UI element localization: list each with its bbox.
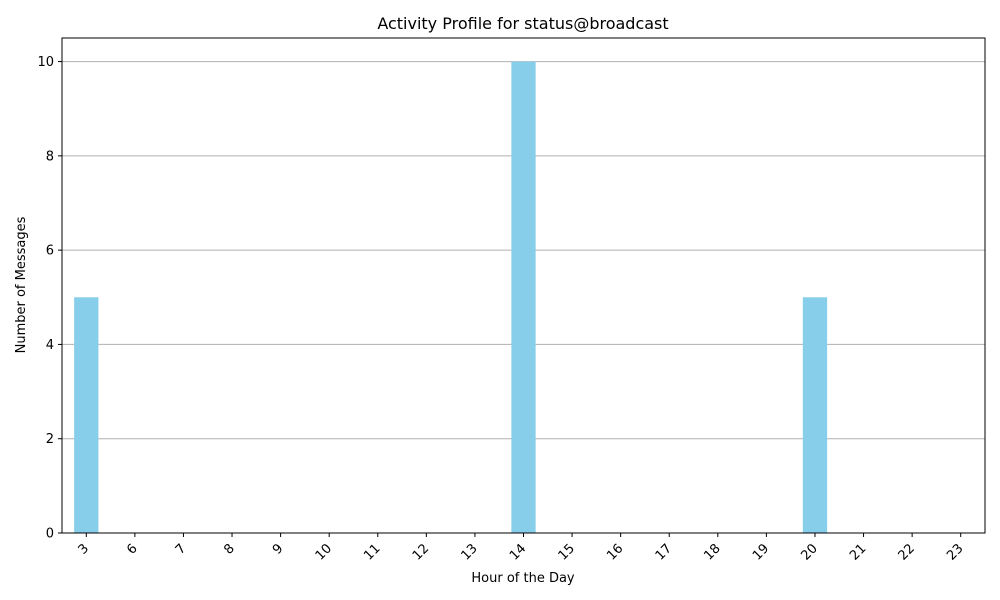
x-axis-ticks: 3 6 7 8 9 10 11 12 13 14 15 16 17 18 19 20 21 22 23 [76, 533, 967, 564]
x-tick-label: 20 [798, 541, 820, 563]
x-tick-label: 6 [124, 541, 140, 557]
x-tick-label: 9 [270, 541, 286, 557]
x-tick-label: 17 [653, 541, 675, 563]
y-tick-label: 2 [46, 432, 54, 447]
x-tick-label: 10 [313, 541, 335, 563]
x-tick-label: 18 [701, 541, 723, 563]
y-axis-ticks: 0 2 4 6 8 10 [37, 55, 62, 542]
x-tick-label: 19 [750, 541, 772, 563]
y-tick-label: 0 [46, 527, 54, 542]
bar-hour-3 [74, 297, 99, 533]
x-tick-label: 8 [221, 541, 237, 557]
x-tick-label: 23 [944, 541, 966, 563]
y-tick-label: 10 [37, 55, 54, 70]
y-tick-label: 8 [46, 149, 54, 164]
bars [74, 61, 828, 533]
x-tick-label: 21 [847, 541, 869, 563]
x-tick-label: 14 [507, 541, 529, 563]
x-tick-label: 16 [604, 541, 626, 563]
x-tick-label: 7 [173, 541, 189, 557]
x-axis-label: Hour of the Day [471, 571, 575, 586]
x-tick-label: 15 [556, 541, 578, 563]
y-axis-label: Number of Messages [14, 216, 29, 353]
bar-hour-14 [511, 61, 536, 533]
x-tick-label: 13 [458, 541, 480, 563]
x-tick-label: 12 [410, 541, 432, 563]
chart-title: Activity Profile for status@broadcast [377, 14, 668, 33]
x-tick-label: 22 [896, 541, 918, 563]
y-tick-label: 6 [46, 244, 54, 259]
bar-hour-20 [802, 297, 828, 533]
y-tick-label: 4 [46, 338, 54, 353]
x-tick-label: 3 [76, 541, 92, 557]
x-tick-label: 11 [361, 541, 383, 563]
